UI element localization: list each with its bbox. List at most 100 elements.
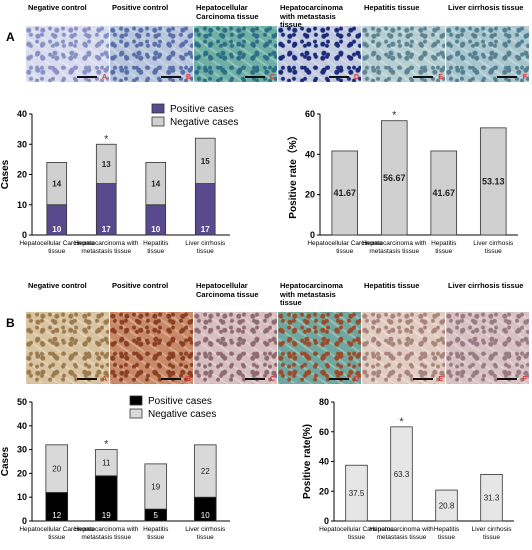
category-label: Hepatocarcinoma with	[74, 240, 139, 247]
micrograph-row-a: Negative control A Positive control B Hepato…	[26, 4, 530, 82]
bar-segment	[46, 162, 68, 206]
y-axis-label: Positive rate（%）	[286, 130, 299, 218]
category-label: tissue	[336, 248, 353, 255]
y-tick-label: 10	[17, 492, 27, 502]
micrograph: Hepatocarcinoma with metastasis tissue D	[278, 282, 361, 384]
micrograph: Liver cirrhosis tissue F	[446, 282, 529, 384]
category-label: Hepatitis	[143, 526, 169, 533]
y-tick-label: 0	[22, 230, 27, 240]
category-label: tissue	[435, 248, 452, 255]
category-label: tissue	[348, 534, 365, 541]
category-label: metastasis tissue	[377, 534, 427, 541]
y-tick-label: 40	[17, 421, 27, 431]
data-label: 41.67	[333, 188, 356, 198]
tissue-image	[278, 312, 361, 384]
legend-label: Positive cases	[148, 396, 212, 407]
significance-marker: *	[104, 133, 109, 145]
y-tick-label: 40	[17, 109, 27, 119]
micrograph: Hepatocellular Carcinoma tissue C	[194, 282, 277, 384]
bar	[430, 150, 458, 236]
tissue-image	[110, 26, 193, 82]
chart-b-positive-rate: 0 20 40 60 80 Positive rate(%) 37.5 Hepatocellu…	[302, 397, 514, 541]
micrograph-label: Hepatitis tissue	[364, 4, 420, 12]
data-label: 20	[52, 465, 61, 474]
data-label: 13	[102, 160, 111, 169]
micrograph-letter: B	[185, 74, 191, 81]
data-label: 10	[52, 225, 61, 234]
scale-bar	[77, 76, 97, 78]
micrograph-letter: D	[353, 376, 359, 383]
category-label: metastasis tissue	[369, 248, 419, 255]
chart-a-cases: 0 10 20 30 40 Cases 10 14 Hepatocellular Carcino…	[0, 103, 238, 255]
chart-a-positive-rate: 0 20 40 60 Positive rate（%） 41.67 Hepatocellul…	[286, 109, 518, 255]
micrograph-label: Liver cirrhosis tissue	[448, 282, 524, 290]
y-tick-label: 40	[319, 457, 329, 467]
data-label: 17	[102, 225, 111, 234]
data-label: 53.13	[482, 176, 505, 186]
tissue-image	[26, 312, 109, 384]
category-label: tissue	[197, 248, 214, 255]
significance-marker: *	[104, 439, 109, 451]
bar-segment	[193, 444, 217, 498]
bar	[435, 489, 458, 522]
micrograph-label: Negative control	[28, 282, 87, 290]
data-label: 14	[151, 180, 160, 189]
y-axis-label: Cases	[0, 159, 11, 189]
micrograph-label: Positive control	[112, 282, 169, 290]
y-tick-label: 0	[324, 516, 329, 526]
legend-swatch	[129, 408, 143, 419]
micrograph-letter: E	[438, 74, 443, 81]
chart-b-cases: 0 10 20 30 40 50 Cases 12 20 Hepatocellular Carci…	[0, 395, 230, 541]
category-label: tissue	[147, 248, 164, 255]
micrograph-label: Liver cirrhosis tissue	[448, 4, 524, 12]
micrograph-letter: A	[101, 74, 107, 81]
legend-swatch	[129, 395, 143, 406]
legend-label: Positive cases	[170, 104, 234, 115]
tissue-image	[110, 312, 193, 384]
tissue-image	[194, 26, 277, 82]
scale-bar	[413, 76, 433, 78]
micrograph-label: Hepatocarcinoma with metastasis tissue	[280, 282, 343, 307]
legend-swatch	[151, 116, 165, 127]
micrograph: Negative control A	[26, 282, 109, 384]
scale-bar	[161, 378, 181, 380]
tissue-image	[446, 312, 529, 384]
tissue-image	[362, 26, 445, 82]
category-label: tissue	[48, 534, 65, 541]
micrograph-label: Hepatitis tissue	[364, 282, 420, 290]
micrograph: Liver cirrhosis tissue F	[446, 4, 529, 82]
category-label: Hepatocellular Carcinoma	[19, 526, 94, 533]
bar-segment	[95, 143, 117, 184]
y-tick-label: 30	[17, 445, 27, 455]
micrograph: Hepatocarcinoma with metastasis tissue D	[278, 4, 361, 82]
micrograph-letter: E	[438, 376, 443, 383]
data-label: 37.5	[349, 489, 365, 498]
category-label: Liver cirrhosis	[473, 240, 514, 247]
y-tick-label: 80	[319, 397, 329, 407]
y-tick-label: 30	[17, 139, 27, 149]
micrograph-label: Positive control	[112, 4, 169, 12]
legend-label: Negative cases	[170, 117, 238, 128]
micrograph-letter: F	[522, 74, 527, 81]
category-label: Hepatocarcinoma with	[369, 526, 434, 533]
tissue-image	[194, 312, 277, 384]
micrograph-row-b: Negative control A Positive control B Hepato…	[26, 282, 530, 384]
micrograph-letter: C	[269, 376, 275, 383]
micrograph-letter: B	[185, 376, 191, 383]
data-label: 10	[201, 511, 210, 520]
category-label: Hepatocarcinoma with	[74, 526, 139, 533]
panel-letter-b: B	[6, 316, 15, 330]
bar-segment	[194, 137, 216, 184]
category-label: tissue	[48, 248, 65, 255]
scale-bar	[245, 378, 265, 380]
scale-bar	[329, 76, 349, 78]
micrograph-label: Negative control	[28, 4, 87, 12]
category-label: metastasis tissue	[81, 534, 131, 541]
micrograph: Positive control B	[110, 4, 193, 82]
data-label: 11	[102, 459, 111, 468]
micrograph: Hepatitis tissue E	[362, 4, 445, 82]
y-axis-label: Cases	[0, 446, 11, 476]
category-label: tissue	[438, 534, 455, 541]
significance-marker: *	[399, 416, 404, 428]
y-tick-label: 60	[319, 427, 329, 437]
